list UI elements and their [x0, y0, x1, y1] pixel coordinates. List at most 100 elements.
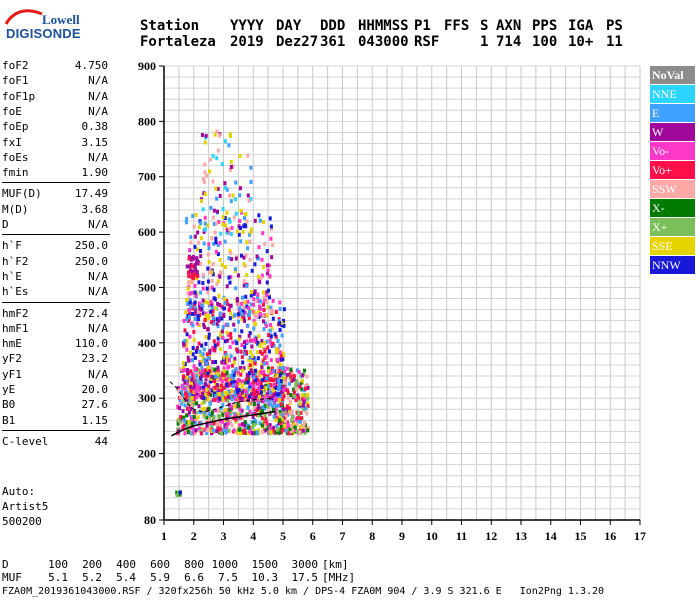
param-value: 3.15 [81, 135, 109, 149]
echo-point [265, 394, 269, 399]
echo-point [197, 301, 201, 306]
echo-point [299, 430, 303, 435]
echo-point [238, 423, 242, 428]
echo-point [275, 415, 279, 420]
echo-point [252, 380, 256, 385]
param-row: yF2 23.2 [2, 351, 108, 367]
echo-point [269, 305, 273, 310]
echo-point [269, 387, 273, 392]
echo-point [272, 425, 276, 430]
echo-point [234, 286, 238, 291]
echo-point [299, 410, 303, 415]
echo-point [191, 358, 195, 363]
echo-point [204, 335, 208, 340]
echo-point [176, 405, 180, 410]
echo-point [193, 389, 197, 394]
echo-point [189, 406, 193, 411]
legend-item-vo-: Vo- [650, 142, 695, 160]
echo-point [211, 262, 215, 267]
echo-point [291, 427, 295, 432]
echo-point [229, 354, 233, 359]
echo-point [218, 302, 222, 307]
echo-point [219, 330, 223, 335]
echo-point [239, 208, 243, 213]
x-tick-label: 12 [485, 529, 497, 543]
echo-point [185, 371, 189, 376]
echo-point [254, 375, 258, 380]
echo-point [243, 398, 247, 403]
echo-point [193, 430, 197, 435]
echo-point [237, 370, 241, 375]
x-tick-label: 5 [280, 529, 286, 543]
echo-point [203, 357, 207, 362]
echo-point [289, 424, 293, 429]
param-row: foE N/A [2, 104, 108, 120]
echo-point [202, 180, 206, 185]
echo-point [275, 350, 279, 355]
header-label-4: HHMMSS [358, 18, 409, 34]
echo-point [249, 349, 253, 354]
param-value: 3.68 [81, 202, 109, 216]
echo-point [263, 373, 267, 378]
echo-point [231, 314, 235, 319]
echo-point [255, 254, 259, 259]
echo-point [202, 311, 206, 316]
echo-point [233, 313, 237, 318]
echo-point [244, 253, 248, 258]
station-header: Station YYYY DAY DDD HHMMSS P1 FFS S AXN PPS IGA PS… [140, 18, 700, 50]
echo-point [258, 299, 262, 304]
echo-point [244, 224, 248, 229]
echo-point [229, 251, 233, 256]
echo-point [234, 256, 238, 261]
echo-point [186, 355, 190, 360]
echo-point [218, 427, 222, 432]
echo-point [216, 368, 220, 373]
echo-point [192, 386, 196, 391]
echo-point [271, 341, 275, 346]
echo-point [188, 300, 192, 305]
echo-point [274, 334, 278, 339]
echo-point [245, 219, 249, 224]
echo-point [221, 410, 225, 415]
echo-point [188, 389, 192, 394]
echo-point [225, 382, 229, 387]
echo-point [306, 425, 310, 430]
echo-point [208, 368, 212, 373]
muf-value: 10.3 [251, 571, 279, 584]
echo-point [259, 276, 263, 281]
echo-point [277, 421, 281, 426]
echo-point [262, 369, 266, 374]
echo-point [286, 396, 290, 401]
echo-point [253, 311, 257, 316]
echo-point [211, 309, 215, 314]
echo-point [248, 410, 252, 415]
param-value: N/A [88, 321, 108, 335]
echo-point [270, 370, 274, 375]
echo-point [209, 320, 213, 325]
echo-point [207, 335, 211, 340]
echo-point [232, 360, 236, 365]
echo-point [187, 420, 191, 425]
echo-point [221, 392, 225, 397]
echo-point [241, 384, 245, 389]
echo-point [278, 362, 282, 367]
echo-point [267, 369, 271, 374]
echo-point [260, 385, 264, 390]
header-value-5: RSF [414, 34, 440, 50]
param-label: fxI [2, 135, 22, 149]
echo-point [207, 332, 211, 337]
echo-point [185, 420, 189, 425]
echo-point [243, 345, 247, 350]
echo-point [219, 231, 223, 236]
echo-point [255, 314, 259, 319]
echo-point [215, 221, 219, 226]
echo-point [285, 407, 289, 412]
echo-point [260, 365, 264, 370]
echo-point [264, 323, 268, 328]
echo-point [269, 236, 273, 241]
echo-point [260, 415, 264, 420]
legend-item-x-: X- [650, 199, 695, 217]
echo-point [231, 402, 235, 407]
x-tick-label: 4 [250, 529, 256, 543]
echo-point [228, 280, 232, 285]
